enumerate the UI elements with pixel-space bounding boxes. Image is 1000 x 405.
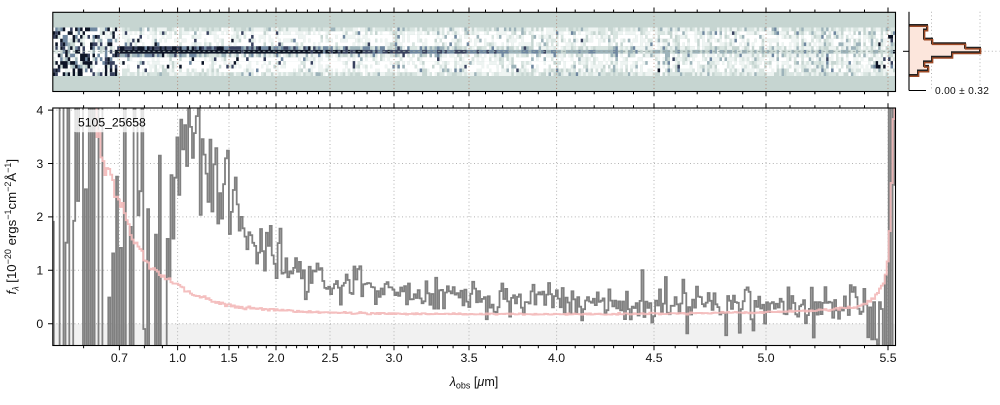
svg-text:1.5: 1.5 — [220, 351, 237, 365]
svg-text:2: 2 — [36, 210, 43, 224]
svg-text:fλ [10−20 ergs−1cm−2Å−1]: fλ [10−20 ergs−1cm−2Å−1] — [3, 159, 21, 295]
svg-text:0: 0 — [36, 317, 43, 331]
svg-text:4.5: 4.5 — [645, 351, 662, 365]
svg-text:3: 3 — [36, 157, 43, 171]
svg-text:5105_25658: 5105_25658 — [78, 116, 146, 130]
svg-text:5.0: 5.0 — [757, 351, 774, 365]
svg-text:4: 4 — [36, 103, 43, 117]
svg-text:0.7: 0.7 — [111, 351, 128, 365]
svg-text:1.0: 1.0 — [169, 351, 186, 365]
svg-text:2.5: 2.5 — [321, 351, 338, 365]
svg-text:λobs [μm]: λobs [μm] — [449, 375, 499, 391]
svg-text:0.00 ± 0.32: 0.00 ± 0.32 — [935, 86, 989, 97]
svg-text:3.5: 3.5 — [460, 351, 477, 365]
svg-text:2.0: 2.0 — [267, 351, 284, 365]
svg-text:3.0: 3.0 — [385, 351, 402, 365]
svg-text:4.0: 4.0 — [548, 351, 565, 365]
svg-text:1: 1 — [36, 264, 43, 278]
svg-text:5.5: 5.5 — [879, 351, 896, 365]
